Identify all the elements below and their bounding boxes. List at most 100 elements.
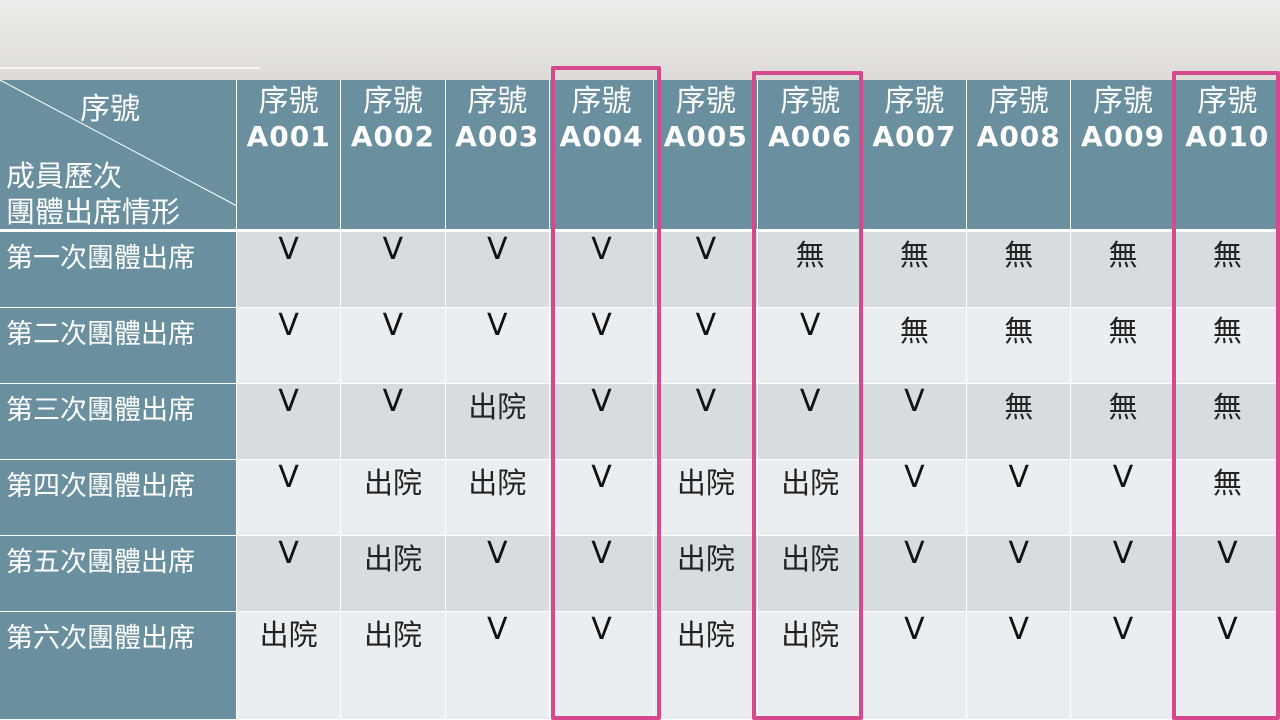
attendance-value: V — [382, 308, 404, 343]
attendance-cell: V — [237, 308, 342, 384]
attendance-cell: 出院 — [654, 460, 759, 536]
attendance-value: V — [904, 460, 925, 495]
member-header: 序號 A003 — [445, 80, 550, 232]
attendance-cell: V — [1071, 460, 1176, 536]
attendance-cell: 無 — [967, 308, 1072, 384]
attendance-cell: 無 — [967, 232, 1072, 308]
attendance-value: V — [486, 308, 508, 343]
member-id: A004 — [559, 120, 644, 153]
attendance-cell: 出院 — [341, 460, 446, 536]
member-header: 序號 A009 — [1071, 80, 1176, 232]
attendance-cell: V — [237, 536, 342, 612]
attendance-cell: V — [341, 384, 446, 460]
attendance-cell: V — [654, 308, 759, 384]
member-header-label: 序號 — [675, 84, 736, 119]
attendance-cell: 無 — [1175, 308, 1280, 384]
attendance-cell: V — [549, 460, 655, 536]
attendance-cell: 無 — [1071, 232, 1176, 308]
attendance-cell: V — [1175, 536, 1280, 612]
attendance-cell: V — [862, 384, 968, 460]
attendance-cell: 出院 — [445, 384, 550, 460]
attendance-value: V — [278, 460, 299, 495]
attendance-value: V — [1008, 612, 1029, 647]
attendance-value: 無 — [1212, 314, 1242, 348]
attendance-value: 無 — [1108, 390, 1138, 424]
member-header: 序號 A008 — [967, 80, 1072, 232]
attendance-value: V — [1112, 536, 1134, 571]
attendance-cell: 無 — [1071, 308, 1176, 384]
attendance-value: V — [1008, 536, 1029, 571]
attendance-cell: 無 — [862, 232, 968, 308]
attendance-value: V — [486, 232, 508, 267]
attendance-cell: V — [549, 308, 655, 384]
table-row: 第一次團體出席 V V V V V 無 無 無 無 無 — [0, 232, 1280, 308]
attendance-value: V — [382, 232, 404, 267]
attendance-value: V — [591, 308, 612, 343]
corner-bottom-line-1: 成員歷次 — [6, 159, 123, 193]
attendance-cell: V — [967, 536, 1072, 612]
member-id: A003 — [455, 120, 540, 153]
member-header: 序號 A004 — [549, 80, 655, 232]
attendance-cell: V — [1071, 536, 1176, 612]
attendance-cell: V — [445, 232, 550, 308]
attendance-value: V — [904, 384, 925, 419]
attendance-cell: V — [1175, 612, 1280, 720]
attendance-value: V — [1008, 460, 1029, 495]
attendance-cell: 出院 — [445, 460, 550, 536]
attendance-cell: 無 — [758, 232, 863, 308]
attendance-value: V — [695, 308, 717, 343]
attendance-cell: 出院 — [758, 460, 863, 536]
member-id: A007 — [872, 120, 957, 153]
attendance-cell: V — [341, 232, 446, 308]
attendance-cell: 出院 — [237, 612, 342, 720]
member-id: A008 — [976, 120, 1061, 153]
attendance-cell: V — [445, 308, 550, 384]
corner-bottom-line-2: 團體出席情形 — [6, 195, 181, 229]
attendance-cell: V — [237, 232, 342, 308]
header-row: 序號 成員歷次 團體出席情形 序號 A001 序號 A002 序號 A003 序號 A0… — [0, 80, 1280, 232]
member-header-label: 序號 — [362, 84, 423, 119]
member-header-label: 序號 — [1093, 84, 1154, 119]
member-id: A006 — [768, 120, 853, 153]
attendance-cell: V — [862, 612, 968, 720]
attendance-value: 無 — [1108, 238, 1138, 272]
corner-header-cell: 序號 成員歷次 團體出席情形 — [0, 80, 237, 232]
table-body: 第一次團體出席 V V V V V 無無無無無第二次團體出席 V V V V V V 無無無無第三次團體出… — [0, 232, 1280, 720]
member-header: 序號 A005 — [654, 80, 759, 232]
attendance-cell: 無 — [1071, 384, 1176, 460]
member-header-label: 序號 — [571, 84, 632, 119]
corner-bottom-label: 成員歷次 團體出席情形 — [6, 158, 180, 230]
attendance-value: V — [695, 232, 717, 267]
attendance-value: 無 — [795, 238, 825, 272]
member-id: A002 — [350, 120, 435, 153]
member-id: A001 — [246, 120, 331, 153]
attendance-cell: 出院 — [654, 536, 759, 612]
attendance-cell: 無 — [967, 384, 1072, 460]
attendance-value: V — [382, 384, 404, 419]
attendance-cell: 出院 — [758, 536, 863, 612]
member-header-label: 序號 — [988, 84, 1049, 119]
attendance-table: 序號 成員歷次 團體出席情形 序號 A001 序號 A002 序號 A003 序號 A0… — [0, 80, 1280, 720]
attendance-value: V — [278, 384, 299, 419]
attendance-cell: V — [549, 536, 655, 612]
row-label: 第五次團體出席 — [0, 536, 237, 612]
attendance-cell: V — [341, 308, 446, 384]
attendance-value: 出院 — [468, 390, 527, 424]
member-header: 序號 A010 — [1175, 80, 1280, 232]
decorative-line — [0, 67, 260, 69]
row-label: 第一次團體出席 — [0, 232, 237, 308]
attendance-value: V — [486, 612, 508, 647]
attendance-value: V — [1217, 536, 1238, 571]
attendance-value: 出院 — [363, 542, 422, 576]
attendance-value: V — [1112, 460, 1134, 495]
attendance-value: 出院 — [781, 466, 840, 500]
attendance-cell: 出院 — [654, 612, 759, 720]
attendance-cell: 無 — [1175, 460, 1280, 536]
attendance-cell: 無 — [1175, 384, 1280, 460]
member-id: A005 — [663, 120, 748, 153]
attendance-cell: V — [758, 308, 863, 384]
member-header-label: 序號 — [884, 84, 945, 119]
attendance-value: 無 — [1004, 238, 1034, 272]
attendance-cell: V — [862, 536, 968, 612]
attendance-value: V — [278, 536, 299, 571]
